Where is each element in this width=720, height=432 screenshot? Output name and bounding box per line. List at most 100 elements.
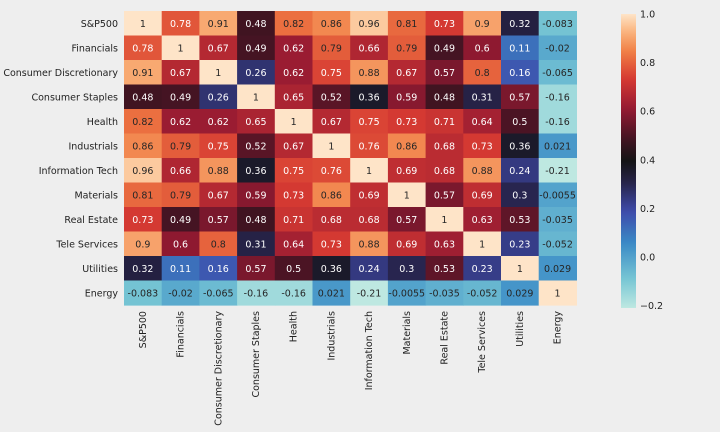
cell-value-label: -0.065 [203, 288, 234, 299]
heatmap-cell [425, 84, 464, 110]
cell-value-label: 0.021 [318, 288, 345, 299]
heatmap-cell [538, 182, 577, 208]
cell-value-label: 1 [253, 92, 259, 103]
cell-value-label: 0.66 [170, 166, 191, 177]
cell-value-label: 0.65 [245, 117, 266, 128]
cell-value-label: 0.3 [399, 264, 414, 275]
heatmap-cell [538, 207, 577, 233]
heatmap-cell [463, 207, 502, 233]
heatmap-cell [312, 60, 351, 86]
heatmap-cell [237, 84, 276, 110]
cell-value-label: 0.62 [208, 117, 229, 128]
heatmap-cell [124, 280, 163, 306]
cell-value-label: -0.16 [545, 92, 570, 103]
heatmap-cell [350, 133, 389, 159]
cell-value-label: 0.81 [132, 190, 153, 201]
heatmap-cell [199, 84, 238, 110]
heatmap-cell [538, 280, 577, 306]
cell-value-label: 0.68 [434, 141, 455, 152]
cell-value-label: 0.53 [434, 264, 455, 275]
colorbar: 1.0 0.8 0.6 0.4 0.2 0.0 −0.2 [621, 10, 663, 312]
x-tick-label: Financials [176, 311, 187, 358]
heatmap-cell [501, 109, 540, 135]
cell-value-label: 0.49 [170, 215, 191, 226]
heatmap-cell [463, 60, 502, 86]
y-tick-label: Real Estate [64, 215, 118, 226]
heatmap-cell [350, 11, 389, 37]
cell-value-label: 0.23 [509, 239, 530, 250]
heatmap-cell [312, 11, 351, 37]
heatmap-cell [124, 60, 163, 86]
heatmap-cell [387, 158, 427, 184]
cell-value-label: 0.32 [132, 264, 153, 275]
heatmap-cell [425, 256, 464, 282]
cell-value-label: 0.75 [321, 68, 342, 79]
cell-value-label: 0.71 [434, 117, 455, 128]
heatmap-cell [463, 256, 502, 282]
cell-value-label: 0.11 [170, 264, 191, 275]
heatmap-cell [387, 35, 427, 61]
heatmap-cell [350, 280, 389, 306]
heatmap-cell [274, 84, 314, 110]
x-tick-label: Real Estate [439, 311, 450, 365]
cell-value-label: -0.052 [542, 239, 573, 250]
cell-value-label: 0.96 [132, 166, 153, 177]
cell-value-label: 0.75 [208, 141, 229, 152]
cell-value-label: -0.16 [545, 117, 570, 128]
cell-value-label: 0.67 [208, 190, 229, 201]
x-tick-labels: S&P500 Financials Consumer Discretionary Co… [138, 311, 564, 426]
heatmap-cell [463, 84, 502, 110]
cell-value-label: -0.21 [545, 166, 570, 177]
heatmap-cell [124, 35, 163, 61]
cell-value-label: 0.65 [283, 92, 304, 103]
heatmap-cell [161, 207, 200, 233]
cell-value-label: 0.32 [509, 19, 530, 30]
cell-value-label: -0.035 [429, 288, 460, 299]
cell-value-label: 0.73 [396, 117, 417, 128]
cell-value-label: 0.79 [170, 141, 191, 152]
cell-value-label: 0.86 [321, 19, 342, 30]
heatmap-cell [350, 182, 389, 208]
heatmap-cell [312, 109, 351, 135]
cell-value-label: 0.88 [358, 239, 379, 250]
heatmap-cell [312, 35, 351, 61]
x-tick-label: Tele Services [477, 311, 488, 374]
x-tick-label: S&P500 [138, 311, 149, 348]
heatmap-cell [538, 35, 577, 61]
cell-value-label: 0.57 [509, 92, 530, 103]
heatmap-cell [312, 207, 351, 233]
heatmap-cell [501, 256, 540, 282]
cell-value-label: 0.49 [245, 43, 266, 54]
cell-value-label: 0.5 [512, 117, 527, 128]
cell-value-label: 0.11 [509, 43, 530, 54]
heatmap-cell [350, 60, 389, 86]
cell-value-label: 0.86 [321, 190, 342, 201]
cell-value-label: 0.9 [475, 19, 490, 30]
heatmap-cell [274, 231, 314, 257]
heatmap-cell [161, 11, 200, 37]
heatmap-cell [501, 280, 540, 306]
x-tick-label: Consumer Discretionary [213, 311, 224, 426]
cell-value-label: 0.69 [358, 190, 379, 201]
cell-value-label: 0.53 [509, 215, 530, 226]
heatmap-cell [274, 133, 314, 159]
heatmap-cells [124, 11, 577, 306]
colorbar-tick-label: −0.2 [640, 301, 663, 312]
heatmap-cell [463, 109, 502, 135]
cell-value-label: 0.86 [396, 141, 417, 152]
cell-value-label: 0.91 [132, 68, 153, 79]
cell-value-label: 0.69 [396, 166, 417, 177]
heatmap-cell [274, 109, 314, 135]
heatmap-cell [538, 11, 577, 37]
x-tick-label: Materials [402, 311, 413, 355]
heatmap-cell [199, 109, 238, 135]
cell-value-label: 1 [178, 43, 184, 54]
cell-value-label: 0.73 [434, 19, 455, 30]
heatmap-cell [425, 158, 464, 184]
y-tick-label: S&P500 [81, 19, 118, 30]
cell-value-label: 0.62 [283, 68, 304, 79]
cell-value-label: 0.9 [135, 239, 150, 250]
heatmap-cell [199, 182, 238, 208]
cell-value-label: 1 [366, 166, 372, 177]
cell-value-label: -0.065 [542, 68, 573, 79]
